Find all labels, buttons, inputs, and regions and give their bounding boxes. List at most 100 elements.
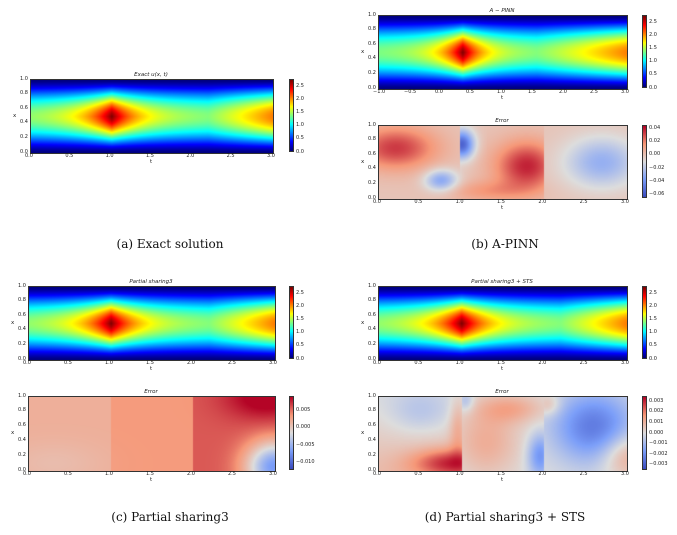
y-tick-label: 0.2 [368,179,376,186]
x-tick-label: 1.0 [105,153,114,159]
colorbar-tick-label: 2.0 [649,32,657,39]
y-tick-label: 0.4 [20,119,28,126]
colorbar-tick-label: 1.5 [649,45,657,52]
y-tick-label: 0.0 [18,355,26,362]
x-tick-label: 3.0 [269,471,277,477]
y-tick-label: 0.6 [368,422,376,429]
y-tick-label: 0.8 [368,26,376,33]
x-tick-label: 1.0 [497,89,505,95]
colorbar-tick-label: 0.5 [649,71,657,78]
x-tick-label: 1.5 [146,471,154,477]
x-tick-label: 0.5 [64,471,72,477]
colorbar-tick-label: 0.0 [296,148,304,155]
colorbar-tick-label: 2.0 [649,303,657,310]
x-tick-label: 0.0 [373,199,381,205]
heatmap-image [28,396,276,472]
y-tick-label: 0.6 [368,311,376,318]
y-tick-label: 0.2 [368,340,376,347]
y-tick-label: 0.0 [20,148,28,155]
y-tick-label: 0.4 [368,436,376,443]
x-axis-label: t [501,477,504,483]
y-axis-label: x [11,319,15,326]
x-tick-label: 1.5 [497,471,505,477]
caption-d: (d) Partial sharing3 + STS [424,510,586,524]
y-tick-label: 0.8 [18,407,26,414]
y-tick-label: 0.0 [368,355,376,362]
x-tick-label: 1.5 [146,153,154,159]
y-tick-label: 0.2 [18,340,26,347]
colorbar-tick-label: 2.0 [296,96,304,103]
x-tick-label: 1.5 [528,89,536,95]
heatmap-image [378,125,628,200]
y-tick-label: 1.0 [20,75,28,82]
x-axis-label: t [150,477,153,483]
colorbar [289,286,294,359]
colorbar-tick-label: 1.0 [296,122,304,129]
x-axis-label: t [150,366,153,372]
heatmap-d-5: Partial sharing3 + STS 0.0 0.5 1.0 1.5 2.0 2.5… [361,279,657,372]
colorbar-tick-label: 0.02 [649,138,661,145]
colorbar-tick-label: 1.5 [296,316,304,323]
plot-title: Error [495,118,509,124]
colorbar-tick-label: −0.04 [649,177,665,184]
y-tick-label: 0.4 [18,436,26,443]
x-axis-label: t [150,159,153,165]
y-axis-label: x [361,158,365,165]
y-tick-label: 0.8 [20,90,28,97]
plot-title: A − PINN [489,8,515,14]
colorbar [642,396,647,470]
y-axis-label: x [13,112,17,119]
colorbar-tick-label: 0.5 [296,135,304,142]
x-tick-label: 3.0 [621,89,629,95]
colorbar [642,286,647,359]
x-tick-label: 0.0 [23,360,31,366]
plot-title: Partial sharing3 + STS [471,279,533,285]
y-tick-label: 0.8 [368,407,376,414]
x-tick-label: 0.5 [65,153,74,159]
y-axis-label: x [11,430,15,436]
colorbar-tick-label: 2.5 [296,290,304,297]
x-tick-label: −1.0 [373,89,386,95]
x-tick-label: 2.5 [226,153,235,159]
colorbar-tick-label: 0.005 [296,406,311,413]
y-tick-label: 0.4 [368,55,376,62]
y-tick-label: 0.4 [18,326,26,333]
y-tick-label: 0.2 [368,451,376,458]
x-tick-label: 2.5 [228,360,236,366]
colorbar-tick-label: 1.5 [649,316,657,323]
heatmap-image [378,396,628,472]
x-tick-label: 0.0 [25,153,33,159]
y-tick-label: 0.0 [18,466,26,473]
colorbar-tick-label: 1.0 [649,58,657,65]
colorbar-tick-label: 0.000 [649,429,664,436]
x-tick-label: 2.0 [538,471,547,477]
heatmap-c-4: Error 0.0 0.5 1.0 1.5 2.0 2.5 3.0 0.0 0.2 0.4 0.6 0.… [11,389,315,483]
y-tick-label: 0.2 [20,133,28,140]
colorbar-tick-label: 2.5 [296,83,304,90]
x-tick-label: 1.0 [105,471,113,477]
heatmap-d-6: Error 0.0 0.5 1.0 1.5 2.0 2.5 3.0 0.0 0.2 0.4 0.6 0.… [361,389,668,483]
colorbar-tick-label: 2.5 [649,19,657,26]
colorbar-tick-label: 0.04 [649,124,661,131]
colorbar-tick-label: 0.0 [296,355,304,362]
x-tick-label: 0.5 [414,360,423,366]
colorbar-tick-label: −0.005 [296,441,315,448]
y-tick-label: 1.0 [368,121,376,128]
y-tick-label: 0.4 [368,326,376,333]
x-tick-label: 3.0 [621,471,629,477]
x-tick-label: 0.0 [435,89,443,95]
colorbar-tick-label: 0.5 [649,342,657,349]
x-tick-label: 0.5 [466,89,474,95]
caption-b: (b) A-PINN [471,237,539,251]
x-tick-label: 2.5 [590,89,598,95]
heatmap-image [378,286,628,361]
x-tick-label: 1.5 [497,360,505,366]
x-tick-label: 3.0 [269,360,277,366]
y-tick-label: 1.0 [18,282,26,289]
y-tick-label: 0.6 [20,104,28,111]
x-tick-label: 2.0 [538,199,547,205]
x-tick-label: 2.5 [579,199,588,205]
y-tick-label: 0.6 [18,311,26,318]
y-tick-label: 0.6 [368,40,376,47]
colorbar-tick-label: −0.003 [649,461,668,468]
